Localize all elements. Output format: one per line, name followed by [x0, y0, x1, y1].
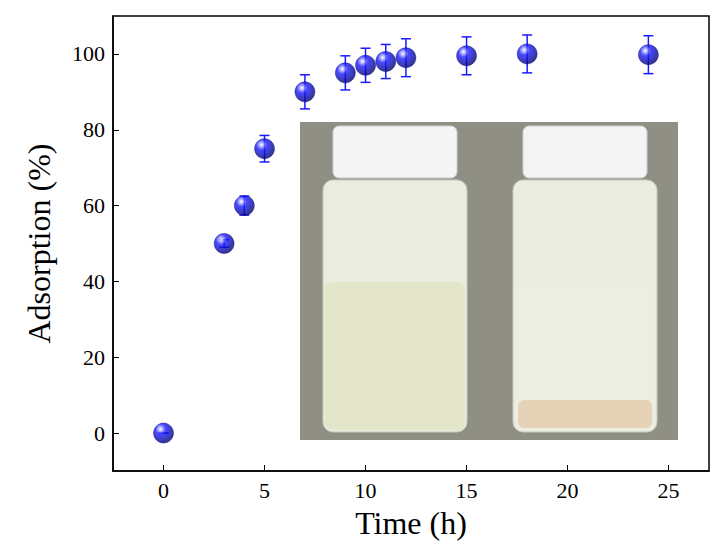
svg-text:20: 20: [83, 345, 105, 370]
svg-text:0: 0: [158, 478, 169, 503]
svg-text:80: 80: [83, 117, 105, 142]
svg-text:Adsorption (%): Adsorption (%): [21, 144, 57, 344]
svg-text:0: 0: [94, 421, 105, 446]
svg-text:Time (h): Time (h): [355, 505, 467, 541]
svg-text:60: 60: [83, 193, 105, 218]
svg-text:10: 10: [355, 478, 377, 503]
svg-text:25: 25: [658, 478, 680, 503]
svg-text:20: 20: [557, 478, 579, 503]
svg-text:15: 15: [456, 478, 478, 503]
svg-text:40: 40: [83, 269, 105, 294]
svg-text:100: 100: [72, 41, 105, 66]
svg-text:5: 5: [259, 478, 270, 503]
